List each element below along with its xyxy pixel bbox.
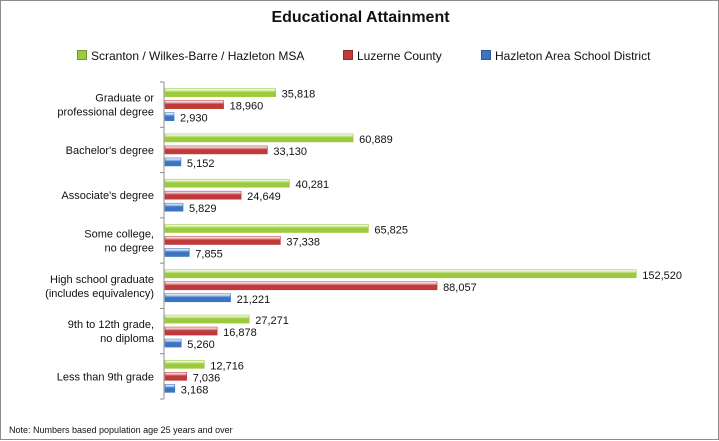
bar-msa-2 (164, 178, 290, 188)
legend-label-hazleton: Hazleton Area School District (495, 49, 651, 63)
data-label: 24,649 (247, 191, 281, 203)
data-label: 60,889 (359, 134, 393, 146)
data-label: 27,271 (255, 315, 289, 327)
bar-msa-4 (164, 269, 637, 279)
category-label: Some college, (84, 229, 154, 241)
legend-item-luzerne: Luzerne County (343, 49, 442, 63)
data-label: 152,520 (642, 270, 682, 282)
legend: Scranton / Wilkes-Barre / Hazleton MSA L… (1, 49, 719, 65)
category-label: Less than 9th grade (57, 371, 154, 383)
bar-msa-6 (164, 360, 205, 369)
data-label: 18,960 (230, 101, 264, 113)
bar-hazleton-3 (164, 248, 190, 257)
bar-luzerne-3 (164, 236, 281, 245)
bar-luzerne-5 (164, 326, 218, 336)
data-label: 88,057 (443, 282, 477, 294)
legend-swatch-hazleton (481, 50, 491, 60)
category-label: (includes equivalency) (45, 288, 154, 300)
legend-label-luzerne: Luzerne County (357, 49, 442, 63)
data-label: 3,168 (181, 384, 209, 396)
category-label: 9th to 12th grade, (68, 319, 154, 331)
data-label: 12,716 (210, 360, 244, 372)
category-label: Graduate or (95, 93, 154, 105)
category-label: professional degree (57, 107, 154, 119)
bar-hazleton-6 (164, 384, 176, 393)
data-label: 65,825 (374, 225, 408, 237)
legend-swatch-msa (77, 50, 87, 60)
data-label: 21,221 (237, 294, 271, 306)
bar-luzerne-4 (164, 281, 438, 291)
bar-luzerne-6 (164, 372, 188, 381)
bar-hazleton-4 (164, 293, 231, 303)
category-label: no degree (104, 243, 154, 255)
category-label: Associate's degree (61, 190, 154, 202)
category-label: High school graduate (50, 274, 154, 286)
data-label: 5,152 (187, 158, 215, 170)
category-label: Bachelor's degree (66, 145, 154, 157)
data-label: 5,829 (189, 203, 217, 215)
data-label: 7,855 (195, 249, 223, 261)
bar-msa-0 (164, 88, 276, 97)
bar-msa-1 (164, 133, 354, 143)
bar-luzerne-2 (164, 190, 242, 200)
legend-label-msa: Scranton / Wilkes-Barre / Hazleton MSA (91, 49, 305, 63)
data-label: 2,930 (180, 113, 208, 125)
chart-note: Note: Numbers based population age 25 ye… (9, 425, 233, 435)
category-label: no diploma (100, 333, 155, 345)
legend-item-msa: Scranton / Wilkes-Barre / Hazleton MSA (77, 49, 304, 63)
chart-title: Educational Attainment (271, 9, 450, 26)
data-label: 5,260 (187, 339, 215, 351)
legend-item-hazleton: Hazleton Area School District (481, 49, 650, 63)
bar-luzerne-0 (164, 100, 224, 109)
bar-hazleton-1 (164, 157, 182, 167)
legend-swatch-luzerne (343, 50, 353, 60)
bar-msa-5 (164, 314, 250, 324)
data-label: 16,878 (223, 327, 257, 339)
data-label: 33,130 (273, 146, 307, 158)
bar-hazleton-5 (164, 338, 182, 348)
data-label: 35,818 (282, 89, 316, 101)
bar-hazleton-2 (164, 202, 184, 212)
bar-hazleton-0 (164, 112, 175, 121)
bar-msa-3 (164, 224, 369, 233)
data-label: 7,036 (193, 372, 221, 384)
data-label: 40,281 (295, 179, 329, 191)
data-label: 37,338 (286, 237, 320, 249)
bar-luzerne-1 (164, 145, 268, 155)
